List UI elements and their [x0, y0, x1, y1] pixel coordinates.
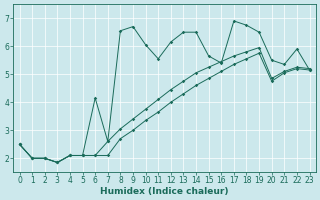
X-axis label: Humidex (Indice chaleur): Humidex (Indice chaleur)	[100, 187, 229, 196]
